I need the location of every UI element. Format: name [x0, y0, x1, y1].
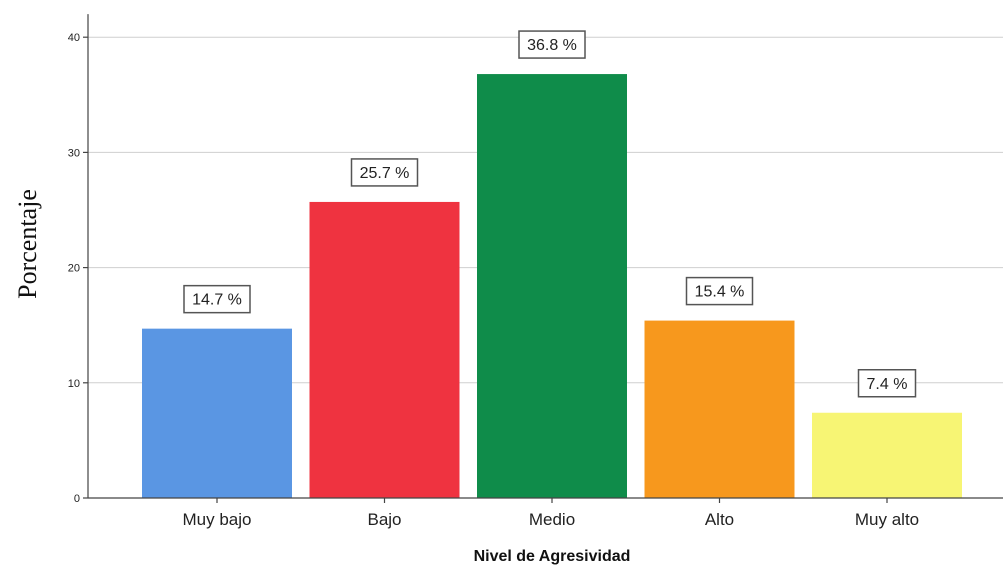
y-tick-label: 10: [68, 378, 80, 390]
category-label: Muy bajo: [183, 510, 252, 529]
category-labels: Muy bajo Bajo Medio Alto Muy alto: [183, 510, 920, 529]
bar-bajo: [309, 201, 460, 498]
data-labels: 14.7 % 25.7 % 36.8 % 15.4 % 7.4 %: [183, 30, 917, 398]
bar-medio: [477, 74, 627, 499]
category-label: Alto: [705, 510, 734, 529]
y-tick-labels: 0 10 20 30 40: [68, 32, 80, 505]
data-label-box: [350, 158, 419, 187]
data-label-box: [685, 276, 754, 306]
bar-muy-bajo: [142, 328, 292, 498]
y-tick-label: 40: [68, 32, 80, 44]
data-label-box: [857, 369, 917, 398]
y-axis-label: Porcentaje: [13, 189, 42, 299]
data-label: 14.7 %: [183, 284, 251, 314]
x-axis-label: Nivel de Agresividad: [474, 548, 631, 565]
data-label-text: 36.8 %: [527, 37, 577, 54]
data-label: 36.8 %: [518, 30, 586, 59]
bar-muy-alto: [812, 412, 962, 498]
data-label-text: 7.4 %: [867, 376, 908, 393]
data-label-box: [518, 30, 586, 59]
bar-alto: [644, 320, 795, 498]
y-tick-label: 20: [68, 263, 80, 275]
axes: [83, 14, 1003, 503]
data-label-text: 25.7 %: [360, 165, 410, 182]
category-label: Muy alto: [855, 510, 919, 529]
data-label: 15.4 %: [685, 276, 754, 306]
y-tick-label: 30: [68, 147, 80, 159]
data-label-text: 15.4 %: [695, 284, 745, 301]
bars: [142, 74, 962, 499]
data-label: 25.7 %: [350, 158, 419, 187]
data-label-box: [183, 284, 251, 314]
data-label-text: 14.7 %: [192, 292, 242, 309]
category-label: Bajo: [367, 510, 401, 529]
category-label: Medio: [529, 510, 575, 529]
y-tick-label: 0: [74, 493, 80, 505]
data-label: 7.4 %: [857, 369, 917, 398]
